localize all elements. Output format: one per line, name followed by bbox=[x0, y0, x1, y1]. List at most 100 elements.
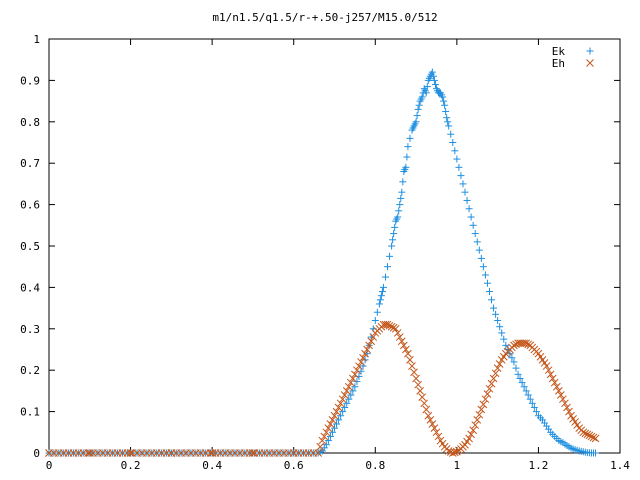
point-eh-d2 bbox=[326, 420, 335, 428]
point-eh bbox=[430, 424, 439, 433]
point-eh-d2 bbox=[489, 374, 498, 383]
point-eh bbox=[442, 445, 451, 453]
point-ek bbox=[341, 403, 349, 411]
point-eh bbox=[561, 399, 569, 408]
point-ek bbox=[324, 437, 332, 445]
point-ek bbox=[399, 178, 407, 186]
point-eh bbox=[402, 345, 410, 354]
point-ek bbox=[389, 236, 397, 244]
point-eh-d2 bbox=[544, 366, 553, 375]
point-eh bbox=[548, 374, 557, 383]
point-eh bbox=[471, 421, 480, 429]
point-eh bbox=[491, 369, 500, 378]
point-eh bbox=[404, 349, 412, 358]
point-eh-d2 bbox=[365, 341, 374, 350]
point-eh bbox=[432, 428, 441, 437]
point-ek bbox=[498, 329, 506, 337]
point-eh bbox=[397, 337, 406, 346]
point-eh-d2 bbox=[320, 432, 329, 441]
y-tick-label: 0.6 bbox=[20, 199, 40, 212]
point-ek bbox=[469, 221, 477, 229]
point-ek bbox=[393, 215, 401, 223]
point-eh bbox=[544, 366, 553, 375]
point-eh bbox=[351, 370, 359, 379]
point-eh bbox=[377, 322, 386, 331]
point-eh bbox=[320, 432, 329, 441]
point-eh-d2 bbox=[446, 448, 455, 456]
point-ek bbox=[461, 188, 469, 196]
point-eh-d2 bbox=[414, 380, 422, 389]
point-eh bbox=[424, 411, 433, 420]
point-eh-d2 bbox=[477, 405, 486, 414]
point-ek bbox=[396, 201, 404, 209]
point-eh bbox=[524, 340, 533, 349]
point-ek bbox=[522, 387, 530, 395]
point-eh bbox=[346, 378, 355, 387]
point-eh-d2 bbox=[316, 442, 325, 451]
point-eh-d2 bbox=[351, 370, 359, 379]
point-eh-d2 bbox=[393, 329, 402, 337]
point-eh-d2 bbox=[353, 366, 361, 375]
point-eh-d2 bbox=[550, 378, 559, 387]
point-eh-d2 bbox=[322, 428, 331, 437]
point-eh-d2 bbox=[481, 395, 490, 404]
point-eh-d2 bbox=[426, 416, 435, 424]
point-eh bbox=[587, 432, 596, 441]
legend-marker-ek bbox=[586, 47, 594, 55]
point-eh bbox=[483, 390, 492, 398]
point-eh-d2 bbox=[402, 345, 410, 354]
point-eh-d2 bbox=[346, 378, 355, 387]
point-ek bbox=[415, 101, 423, 109]
point-eh bbox=[418, 393, 427, 401]
point-ek bbox=[475, 246, 483, 254]
point-ek bbox=[406, 134, 414, 142]
point-eh bbox=[355, 362, 363, 370]
point-eh-d2 bbox=[324, 424, 333, 433]
point-eh-d2 bbox=[467, 430, 475, 439]
point-eh bbox=[167, 449, 176, 457]
point-eh-d2 bbox=[459, 442, 467, 451]
y-tick-label: 0.7 bbox=[20, 157, 40, 170]
point-eh bbox=[559, 395, 567, 404]
point-ek bbox=[390, 230, 398, 238]
point-ek bbox=[516, 374, 524, 382]
point-eh bbox=[389, 323, 398, 332]
point-eh-d2 bbox=[389, 323, 398, 332]
point-ek bbox=[333, 420, 341, 428]
point-eh bbox=[342, 387, 351, 395]
point-eh-d2 bbox=[569, 414, 577, 423]
point-eh-d2 bbox=[334, 403, 343, 412]
point-eh bbox=[481, 395, 490, 404]
point-eh-d2 bbox=[369, 333, 378, 341]
point-ek bbox=[441, 101, 449, 109]
x-tick-label: 0.4 bbox=[202, 459, 222, 472]
point-eh-d2 bbox=[412, 374, 420, 383]
point-ek bbox=[379, 283, 387, 291]
point-ek bbox=[490, 304, 498, 312]
point-eh bbox=[385, 321, 394, 330]
point-eh-d2 bbox=[542, 362, 551, 370]
point-eh-d2 bbox=[487, 379, 496, 388]
point-ek bbox=[417, 95, 425, 103]
point-eh bbox=[359, 353, 367, 362]
point-eh-d2 bbox=[361, 349, 369, 358]
x-tick-label: 0.8 bbox=[365, 459, 385, 472]
point-eh bbox=[557, 391, 565, 399]
point-eh bbox=[322, 428, 331, 437]
point-ek bbox=[353, 378, 361, 386]
point-eh-d2 bbox=[399, 341, 408, 350]
point-eh-d2 bbox=[342, 387, 351, 395]
point-ek bbox=[528, 399, 536, 407]
point-ek bbox=[473, 238, 481, 246]
point-eh bbox=[585, 431, 594, 440]
point-ek bbox=[518, 379, 526, 387]
point-ek bbox=[347, 391, 355, 399]
legend-marker-eh-d2 bbox=[586, 59, 594, 67]
point-eh bbox=[330, 411, 339, 420]
point-eh-d2 bbox=[359, 353, 367, 362]
point-ek bbox=[409, 124, 417, 132]
point-eh-d2 bbox=[528, 343, 537, 352]
point-eh bbox=[395, 333, 404, 341]
point-eh bbox=[569, 414, 577, 423]
